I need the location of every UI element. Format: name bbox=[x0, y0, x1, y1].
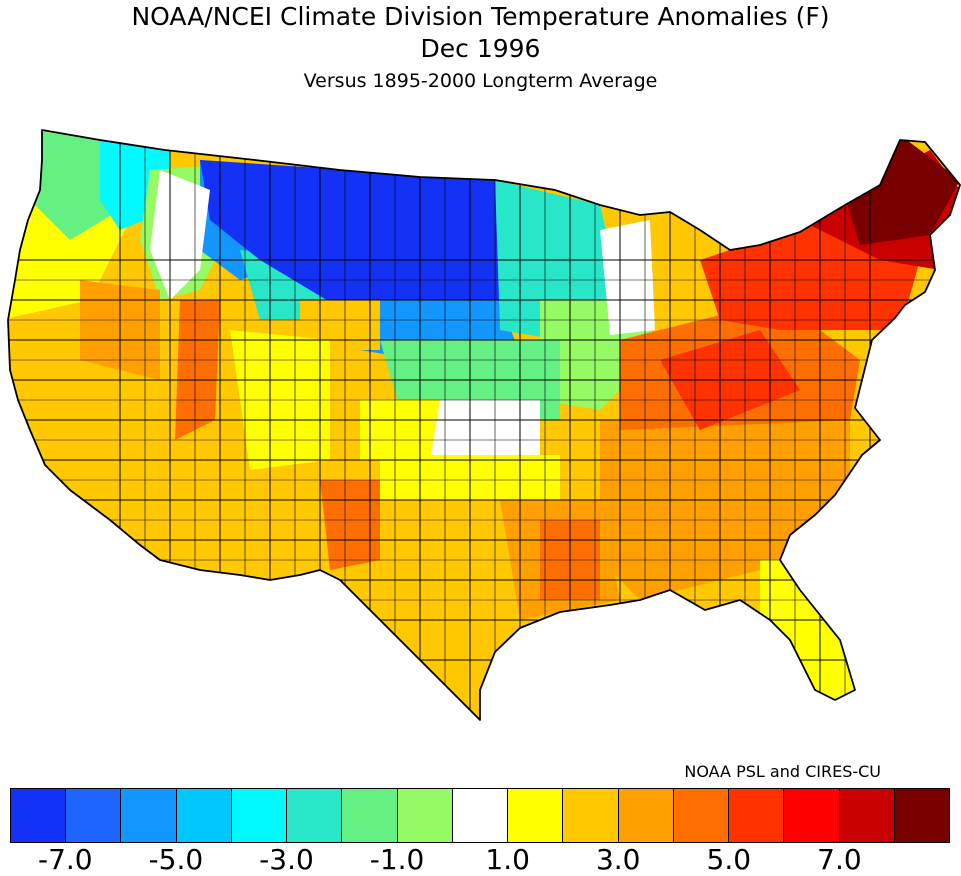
us-outline bbox=[7, 129, 961, 721]
legend-bin-9 bbox=[508, 789, 564, 842]
division-boundary-lines bbox=[8, 130, 960, 720]
region-southeast bbox=[600, 420, 850, 600]
legend-tick-label: 1.0 bbox=[485, 843, 530, 876]
region-new-england-north bbox=[840, 135, 960, 245]
legend-bin-12 bbox=[673, 789, 730, 842]
legend-bin-10 bbox=[563, 789, 619, 842]
legend-bin-0 bbox=[11, 789, 67, 842]
legend-bin-7 bbox=[397, 789, 453, 842]
legend-bin-6 bbox=[342, 789, 398, 842]
legend-bin-11 bbox=[618, 789, 674, 842]
region-michigan-lakes-white bbox=[600, 220, 655, 335]
legend-bin-1 bbox=[66, 789, 122, 842]
legend-tick-label: -1.0 bbox=[369, 843, 425, 876]
color-scale-ticks: -7.0 -5.0 -3.0 -1.0 1.0 3.0 5.0 7.0 bbox=[10, 845, 950, 875]
legend-tick-label: -5.0 bbox=[148, 843, 204, 876]
credit-label: NOAA PSL and CIRES-CU bbox=[684, 762, 881, 781]
us-climate-division-map bbox=[7, 129, 961, 721]
legend-bin-15 bbox=[839, 789, 895, 842]
color-scale-legend bbox=[10, 788, 950, 843]
map-date: Dec 1996 bbox=[420, 34, 541, 63]
region-kansas-white bbox=[430, 400, 540, 460]
map-title: NOAA/NCEI Climate Division Temperature A… bbox=[131, 2, 830, 31]
division-boundary-lines-secondary bbox=[8, 130, 960, 720]
region-new-mexico-east bbox=[320, 480, 380, 570]
legend-bin-3 bbox=[176, 789, 232, 842]
legend-bin-4 bbox=[231, 789, 288, 842]
legend-bin-5 bbox=[287, 789, 343, 842]
region-colorado-east bbox=[360, 400, 440, 460]
legend-tick-label: 5.0 bbox=[706, 843, 752, 876]
legend-bin-2 bbox=[121, 789, 177, 842]
legend-tick-label: -3.0 bbox=[259, 843, 314, 876]
region-puget-sound bbox=[30, 130, 120, 240]
legend-tick-label: -7.0 bbox=[37, 843, 93, 876]
map-subtitle: Versus 1895-2000 Longterm Average bbox=[303, 70, 658, 92]
legend-bin-13 bbox=[729, 789, 785, 842]
region-florida bbox=[760, 560, 860, 710]
legend-bin-8 bbox=[452, 789, 509, 842]
legend-bin-14 bbox=[784, 789, 840, 842]
legend-bin-16 bbox=[894, 789, 949, 842]
legend-tick-label: 7.0 bbox=[817, 843, 862, 876]
region-utah-rift bbox=[175, 300, 220, 440]
legend-tick-label: 3.0 bbox=[595, 843, 641, 876]
